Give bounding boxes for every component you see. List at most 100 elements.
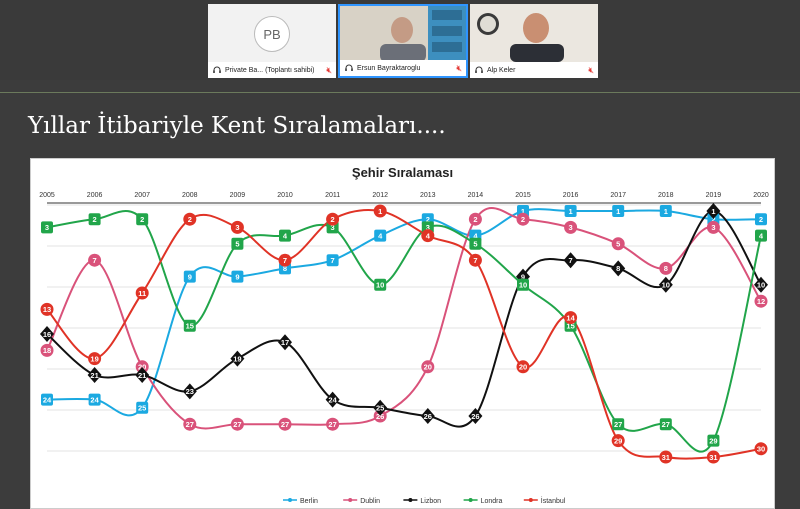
data-label: 23	[186, 387, 194, 396]
data-point	[659, 261, 673, 275]
data-label: 7	[473, 256, 477, 265]
data-point	[658, 276, 673, 293]
data-label: 7	[93, 256, 97, 265]
participant-video	[340, 6, 466, 60]
data-point	[706, 450, 720, 464]
data-point	[373, 399, 388, 416]
data-label: 20	[424, 363, 432, 372]
series-line	[46, 210, 762, 453]
data-label: 10	[519, 281, 527, 290]
participant-name-bar: Ersun Bayraktaroglu 🔇︎	[340, 60, 466, 76]
legend-label: Londra	[481, 498, 503, 505]
data-point	[564, 220, 578, 234]
participant-name: Alp Keler	[487, 66, 516, 74]
participant-avatar: PB	[254, 16, 290, 52]
data-label: 20	[519, 363, 527, 372]
data-point	[468, 253, 482, 267]
series-line	[46, 208, 762, 460]
data-label: 21	[138, 371, 146, 380]
mic-muted-icon[interactable]: 🔇︎	[326, 64, 332, 75]
data-label: 15	[186, 322, 194, 331]
data-point	[183, 319, 196, 332]
data-point	[659, 205, 672, 217]
data-point	[230, 220, 244, 234]
headset-icon	[475, 66, 483, 73]
data-label: 7	[283, 256, 287, 265]
x-tick-label: 2014	[468, 192, 484, 199]
rank-line-chart: 2005 2006 2007 2008 2009 2010 2011 2012 2013 2014…	[39, 192, 769, 505]
data-point	[612, 418, 625, 431]
data-point	[659, 418, 672, 431]
data-point	[755, 229, 767, 242]
data-label: 2	[140, 215, 144, 224]
data-label: 24	[328, 395, 337, 404]
x-tick-label: 2006	[87, 192, 103, 199]
data-point	[231, 237, 244, 250]
data-point	[754, 442, 768, 456]
x-tick-label: 2012	[372, 192, 388, 199]
data-point	[469, 237, 482, 250]
data-label: 1	[521, 207, 525, 216]
data-label: 1	[664, 207, 668, 216]
data-label: 15	[566, 322, 574, 331]
data-point	[325, 391, 340, 408]
data-label: 8	[616, 264, 620, 273]
data-label: 2	[521, 215, 525, 224]
data-point	[230, 417, 244, 431]
data-label: 27	[328, 420, 336, 429]
data-label: 3	[711, 223, 715, 232]
mic-muted-icon[interactable]: 🔇︎	[456, 62, 462, 73]
data-point	[231, 270, 244, 283]
data-point	[87, 367, 102, 383]
data-label: 3	[331, 223, 335, 232]
data-point	[136, 213, 149, 226]
mic-muted-icon[interactable]: 🔇︎	[588, 64, 594, 75]
data-label: 19	[233, 354, 241, 363]
data-label: 24	[43, 395, 52, 404]
data-point	[374, 229, 387, 242]
participant-video: PB	[208, 4, 336, 62]
data-label: 8	[664, 264, 668, 273]
legend-swatch	[528, 498, 533, 502]
x-tick-label: 2019	[706, 192, 722, 199]
data-label: 26	[424, 412, 432, 421]
legend-label: İstanbul	[541, 496, 566, 505]
x-tick-label: 2007	[134, 192, 150, 199]
data-point	[754, 294, 768, 308]
participant-tile-ersun[interactable]: Ersun Bayraktaroglu 🔇︎	[338, 4, 468, 78]
chart-panel: Şehir Sıralaması 2005 2006 2007 2008 2009 201…	[30, 158, 775, 509]
data-point	[659, 450, 673, 464]
participant-video-image	[470, 4, 598, 62]
data-label: 24	[90, 395, 99, 404]
data-point	[88, 352, 102, 366]
participant-tile-alp[interactable]: Alp Keler 🔇︎	[470, 4, 598, 78]
participant-tile-private[interactable]: PB Private Ba... (Toplantı sahibi) 🔇︎	[208, 4, 336, 78]
participant-name-bar: Private Ba... (Toplantı sahibi) 🔇︎	[208, 62, 336, 78]
data-point	[611, 237, 625, 251]
data-point	[326, 417, 340, 431]
data-point	[326, 212, 340, 226]
slide-divider	[0, 92, 800, 93]
data-point	[468, 212, 482, 226]
legend-swatch	[468, 498, 473, 502]
data-point	[278, 253, 292, 267]
data-label: 3	[426, 223, 430, 232]
data-point	[136, 401, 149, 414]
data-point	[40, 302, 54, 316]
data-label: 5	[473, 240, 477, 249]
x-tick-label: 2015	[515, 192, 531, 199]
data-label: 2	[711, 215, 715, 224]
data-label: 1	[616, 207, 620, 216]
data-label: 11	[138, 289, 146, 298]
data-point	[612, 205, 625, 217]
data-label: 4	[283, 231, 288, 240]
data-point	[88, 213, 101, 226]
data-point	[183, 212, 197, 226]
participant-video-image	[340, 6, 466, 60]
data-label: 2	[93, 215, 97, 224]
x-tick-label: 2011	[325, 192, 340, 199]
data-label: 2	[188, 215, 192, 224]
x-tick-label: 2020	[753, 192, 769, 199]
data-label: 25	[376, 404, 384, 413]
data-label: 4	[759, 231, 764, 240]
